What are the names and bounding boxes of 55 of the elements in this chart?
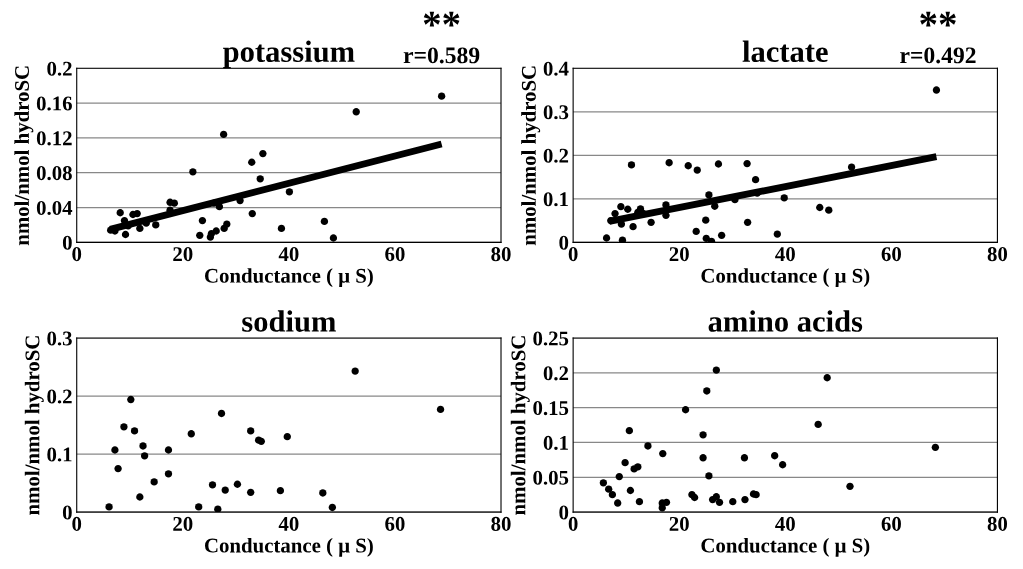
y-tick-label: 0.25 (533, 331, 569, 346)
y-tick-label: 0 (62, 235, 72, 250)
x-axis-title: Conductance ( μ S) (701, 537, 870, 557)
x-axis-title: Conductance ( μ S) (204, 268, 373, 288)
x-tick-label: 80 (987, 516, 1008, 531)
text: ** (423, 11, 460, 27)
text: r=0.492 (900, 47, 976, 64)
y-tick-label: 0.3 (543, 105, 569, 120)
y-tick-label: 0.15 (533, 401, 569, 416)
x-tick-label: 0 (72, 247, 82, 262)
x-axis-title: Conductance ( μ S) (701, 268, 870, 288)
y-tick-label: 0.05 (533, 470, 569, 485)
y-tick-label: 0.2 (543, 366, 569, 381)
y-tick-label: 0 (559, 505, 569, 520)
text: r=0.589 (403, 47, 480, 64)
y-axis-title: nmol/nmol hydroSC (14, 66, 34, 246)
y-axis-title: nmol/nmol hydroSC (24, 336, 44, 515)
y-tick-label: 0.1 (543, 192, 568, 207)
x-tick-label: 60 (385, 247, 405, 262)
chart-title: lactate (742, 40, 828, 63)
x-tick-label: 20 (669, 516, 689, 531)
x-tick-label: 20 (173, 247, 193, 262)
y-tick-label: 0.3 (47, 331, 72, 346)
x-tick-label: 80 (491, 516, 511, 531)
x-tick-label: 80 (491, 247, 511, 262)
y-tick-label: 0.1 (47, 447, 72, 462)
y-tick-label: 0.2 (47, 61, 72, 76)
x-tick-label: 60 (881, 516, 901, 531)
y-tick-label: 0.16 (36, 96, 72, 111)
x-tick-label: 80 (987, 247, 1008, 262)
x-tick-label: 40 (775, 247, 795, 262)
chart-title: potassium (223, 40, 355, 69)
y-axis-title: nmol/nmol hydroSC (521, 66, 541, 246)
y-tick-label: 0.2 (47, 389, 72, 404)
text: ** (920, 11, 956, 27)
y-tick-label: 0 (559, 235, 569, 250)
x-tick-label: 60 (881, 247, 901, 262)
y-tick-label: 0.1 (543, 435, 568, 451)
x-tick-label: 40 (278, 247, 299, 262)
x-tick-label: 20 (173, 516, 193, 531)
x-tick-label: 20 (669, 247, 689, 262)
y-tick-label: 0.08 (36, 166, 72, 181)
y-tick-label: 0.2 (543, 148, 569, 163)
x-tick-label: 40 (775, 516, 795, 531)
x-axis-title: Conductance ( μ S) (204, 537, 373, 557)
x-tick-label: 40 (278, 516, 299, 531)
y-tick-label: 0.12 (36, 131, 72, 146)
x-tick-label: 0 (72, 516, 82, 531)
y-tick-label: 0 (62, 505, 72, 520)
y-axis-title: nmol/nmol hydroSC (510, 336, 530, 515)
chart-title: amino acids (708, 310, 863, 332)
y-tick-label: 0.4 (543, 61, 569, 76)
chart-title: sodium (242, 310, 336, 332)
x-tick-label: 60 (385, 516, 405, 531)
y-tick-label: 0.04 (36, 200, 73, 216)
